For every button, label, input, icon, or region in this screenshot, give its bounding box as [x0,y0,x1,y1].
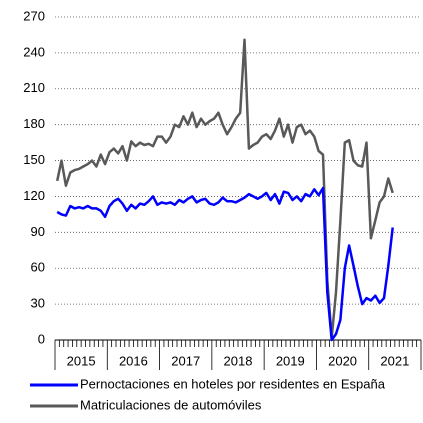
x-tick-label: 2015 [67,353,96,368]
y-tick-label: 270 [23,8,45,23]
x-tick-label: 2019 [276,353,305,368]
y-tick-label: 150 [23,152,45,167]
y-tick-label: 120 [23,188,45,203]
x-tick-label: 2017 [171,353,200,368]
legend-label: Matriculaciones de automóviles [80,397,262,412]
x-tick-label: 2020 [328,353,357,368]
y-tick-label: 180 [23,116,45,131]
x-tick-label: 2018 [224,353,253,368]
y-tick-label: 0 [38,331,45,346]
y-tick-label: 60 [31,260,45,275]
y-tick-label: 90 [31,224,45,239]
line-series [55,38,394,339]
y-tick-label: 30 [31,296,45,311]
legend-label: Pernoctaciones en hoteles por residentes… [80,376,386,391]
x-tick-label: 2021 [380,353,409,368]
line-series [56,186,394,342]
y-tick-label: 240 [23,44,45,59]
y-tick-label: 210 [23,80,45,95]
x-tick-label: 2016 [119,353,148,368]
